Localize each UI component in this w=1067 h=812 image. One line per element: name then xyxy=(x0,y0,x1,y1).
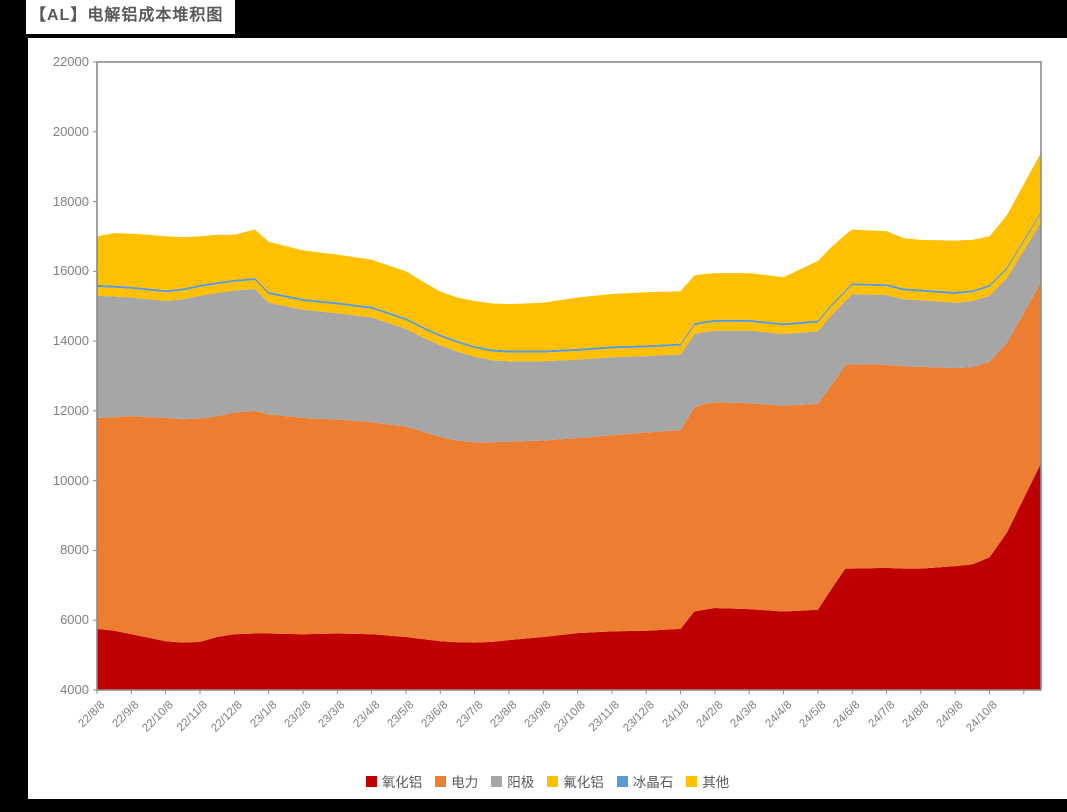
legend-item-冰晶石: 冰晶石 xyxy=(616,771,674,791)
legend-swatch-icon xyxy=(686,775,698,787)
area-band-其他 xyxy=(97,152,1041,351)
y-axis-label: 16000 xyxy=(52,263,89,279)
y-axis-label: 8000 xyxy=(60,542,89,558)
y-axis-label: 14000 xyxy=(52,333,89,349)
legend-item-氧化铝: 氧化铝 xyxy=(365,771,423,791)
legend-item-电力: 电力 xyxy=(435,771,478,791)
legend-label: 其他 xyxy=(702,775,730,790)
chart-title: 【AL】电解铝成本堆积图 xyxy=(26,0,236,34)
legend-item-氟化铝: 氟化铝 xyxy=(547,771,604,791)
legend-swatch-icon xyxy=(616,775,628,787)
y-axis-label: 22000 xyxy=(52,54,89,69)
area-band-阳极 xyxy=(97,222,1041,443)
y-axis-label: 4000 xyxy=(60,682,89,697)
legend-label: 电力 xyxy=(451,775,479,790)
y-axis-label: 10000 xyxy=(52,472,89,488)
y-axis-label: 6000 xyxy=(60,612,89,628)
chart-legend: 氧化铝 电力 阳极 氟化铝 冰晶石 其他 xyxy=(28,769,1067,793)
chart-card: 4000 6000 8000 10000 12000 14000 16000 18000 200… xyxy=(28,38,1067,799)
legend-swatch-icon xyxy=(435,775,447,787)
y-axis-label: 20000 xyxy=(52,123,89,139)
y-axis-label: 12000 xyxy=(52,402,89,418)
area-band-氟化铝 xyxy=(97,213,1041,362)
legend-swatch-icon xyxy=(547,775,559,787)
legend-swatch-icon xyxy=(365,775,377,787)
area-band-氧化铝 xyxy=(97,463,1041,690)
plot-border xyxy=(96,61,1042,691)
area-band-电力 xyxy=(97,281,1041,643)
legend-item-阳极: 阳极 xyxy=(491,771,534,791)
legend-item-其他: 其他 xyxy=(686,771,729,791)
y-axis-label: 18000 xyxy=(52,193,89,209)
stacked-area-chart xyxy=(93,61,1042,694)
legend-label: 冰晶石 xyxy=(632,775,674,790)
legend-swatch-icon xyxy=(491,775,503,787)
legend-label: 氟化铝 xyxy=(563,775,604,790)
legend-label: 阳极 xyxy=(507,775,535,790)
legend-label: 氧化铝 xyxy=(381,775,423,790)
